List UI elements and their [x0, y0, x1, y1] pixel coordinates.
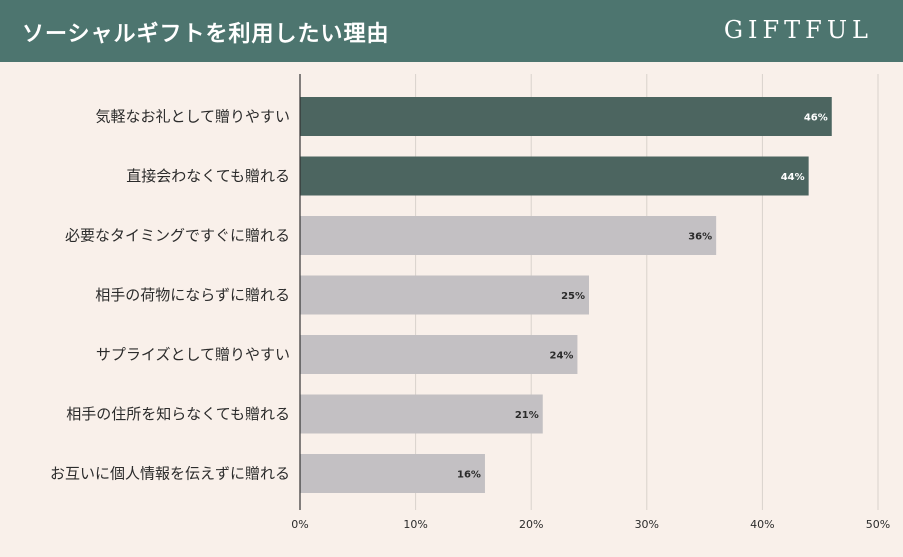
x-tick-label: 50%	[866, 518, 890, 531]
bar-value-label: 16%	[457, 470, 481, 481]
bar-chart: 46% 44% 36% 25% 24% 21% 16% 気軽なお礼として贈りやすい直接会わな…	[50, 74, 890, 531]
bar-value-label: 36%	[688, 232, 712, 243]
header-bar: ソーシャルギフトを利用したい理由 GIFTFUL	[0, 0, 903, 62]
bar-value-label: 44%	[781, 172, 805, 183]
category-label: お互いに個人情報を伝えずに贈れる	[50, 465, 290, 483]
category-label: 相手の住所を知らなくても贈れる	[66, 405, 290, 423]
bar	[300, 156, 809, 196]
bar	[300, 394, 543, 434]
x-tick-label: 20%	[519, 518, 543, 531]
bar	[300, 216, 717, 255]
category-label: 必要なタイミングですぐに贈れる	[65, 227, 290, 245]
bar-value-label: 25%	[561, 291, 585, 302]
bar-value-label: 46%	[804, 113, 828, 124]
brand-logo: GIFTFUL	[723, 16, 873, 44]
grid-lines	[415, 74, 879, 510]
bar	[300, 97, 832, 136]
x-tick-label: 0%	[291, 518, 308, 531]
bar	[300, 335, 578, 374]
category-labels: 気軽なお礼として贈りやすい直接会わなくても贈れる必要なタイミングですぐに贈れる相…	[50, 108, 290, 483]
x-tick-label: 10%	[403, 518, 427, 531]
page-title: ソーシャルギフトを利用したい理由	[22, 22, 390, 47]
category-label: サプライズとして贈りやすい	[96, 346, 290, 364]
category-label: 直接会わなくても贈れる	[126, 167, 290, 185]
x-axis-ticks: 0% 10% 20% 30% 40% 50%	[291, 518, 890, 531]
x-tick-label: 40%	[750, 518, 774, 531]
bars: 46% 44% 36% 25% 24% 21% 16%	[300, 97, 832, 493]
category-label: 相手の荷物にならずに贈れる	[95, 286, 290, 304]
category-label: 気軽なお礼として贈りやすい	[95, 108, 290, 126]
bar	[300, 454, 485, 493]
x-tick-label: 30%	[635, 518, 659, 531]
bar	[300, 275, 589, 315]
bar-value-label: 24%	[550, 351, 574, 362]
bar-value-label: 21%	[515, 410, 539, 421]
